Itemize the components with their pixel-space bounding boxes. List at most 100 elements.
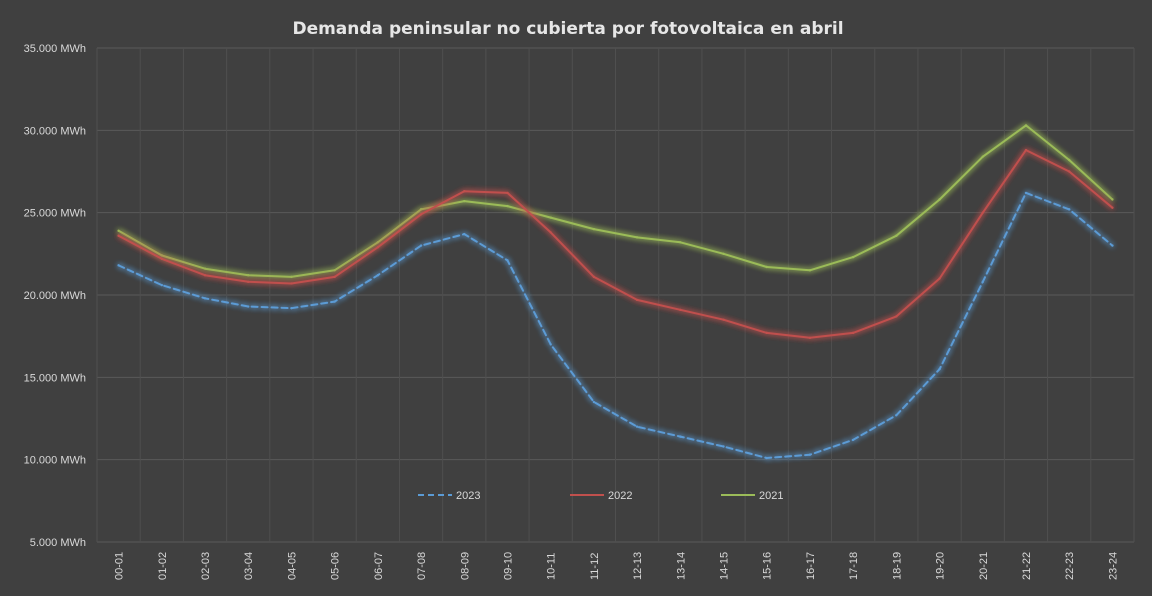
x-tick-label: 23-24 <box>1107 552 1119 580</box>
data-point-2022 <box>1067 170 1071 173</box>
chart-title: Demanda peninsular no cubierta por fotov… <box>292 19 843 39</box>
x-tick-label: 05-06 <box>330 552 342 580</box>
data-point-2023 <box>376 274 380 277</box>
data-point-2023 <box>203 297 207 300</box>
data-point-2021 <box>722 252 725 256</box>
x-tick-label: 03-04 <box>243 552 255 580</box>
data-point-2023 <box>419 244 423 247</box>
x-axis-ticks: 00-01 01-02 02-03 03-04 04-05 05-06 06-07 07-08… <box>114 552 1120 580</box>
x-tick-label: 08-09 <box>459 552 471 580</box>
data-point-2022 <box>549 231 552 234</box>
data-point-2023 <box>722 445 725 448</box>
data-point-2021 <box>635 236 639 239</box>
x-tick-label: 20-21 <box>978 552 990 580</box>
data-point-2022 <box>506 191 509 195</box>
data-point-2021 <box>1024 124 1028 127</box>
data-point-2022 <box>1024 148 1028 152</box>
legend-label-2023: 2023 <box>456 490 480 502</box>
y-tick-label: 35.000 MWh <box>24 43 86 55</box>
data-point-2021 <box>117 229 120 232</box>
data-point-2021 <box>938 198 941 201</box>
x-tick-label: 10-11 <box>546 553 558 580</box>
data-point-2023 <box>160 283 164 287</box>
data-point-2022 <box>895 315 898 318</box>
data-point-2021 <box>808 269 812 272</box>
x-tick-label: 09-10 <box>502 552 514 580</box>
data-point-2023 <box>808 453 812 456</box>
data-point-2023 <box>463 232 466 236</box>
y-tick-label: 20.000 MWh <box>24 290 86 302</box>
data-point-2023 <box>333 300 336 303</box>
data-point-2023 <box>635 425 639 428</box>
data-point-2022 <box>203 274 207 277</box>
x-tick-label: 17-18 <box>848 552 860 580</box>
data-point-2021 <box>592 227 596 231</box>
data-point-2021 <box>851 255 855 259</box>
data-point-2023 <box>679 435 682 438</box>
data-point-2023 <box>117 264 120 267</box>
data-point-2022 <box>981 211 984 214</box>
y-tick-label: 30.000 MWh <box>24 125 86 137</box>
x-tick-label: 13-14 <box>675 552 687 580</box>
data-point-2022 <box>722 318 725 321</box>
data-point-2021 <box>290 275 293 279</box>
data-point-2022 <box>765 331 768 335</box>
data-point-2021 <box>765 265 768 269</box>
data-point-2021 <box>160 254 164 257</box>
data-point-2022 <box>463 190 466 193</box>
x-tick-label: 04-05 <box>286 552 298 580</box>
x-tick-label: 07-08 <box>416 552 428 580</box>
data-point-2023 <box>1024 191 1028 195</box>
data-point-2022 <box>160 257 164 260</box>
x-tick-label: 14-15 <box>719 552 731 580</box>
y-tick-label: 15.000 MWh <box>24 372 86 384</box>
y-tick-label: 25.000 MWh <box>24 208 86 220</box>
data-point-2022 <box>247 280 250 284</box>
data-point-2022 <box>938 277 941 280</box>
data-point-2022 <box>376 246 380 249</box>
data-point-2023 <box>851 438 855 442</box>
data-point-2022 <box>635 298 639 302</box>
data-point-2022 <box>290 282 293 285</box>
data-point-2021 <box>549 216 552 219</box>
data-point-2021 <box>1111 198 1114 201</box>
data-point-2023 <box>549 343 552 346</box>
data-point-2021 <box>419 208 423 211</box>
gridlines <box>96 47 1135 543</box>
data-point-2022 <box>592 275 596 279</box>
data-point-2022 <box>808 336 812 340</box>
y-tick-label: 10.000 MWh <box>24 455 86 467</box>
x-tick-label: 11-12 <box>589 553 601 580</box>
series-line-2022 <box>117 149 1114 339</box>
legend-label-2022: 2022 <box>608 490 632 502</box>
data-point-2022 <box>1111 206 1114 209</box>
data-point-2021 <box>1067 158 1071 162</box>
data-point-2022 <box>851 331 855 335</box>
data-point-2023 <box>895 414 898 417</box>
data-point-2023 <box>1067 208 1071 211</box>
data-point-2022 <box>333 275 336 279</box>
data-point-2023 <box>247 305 250 308</box>
data-point-2021 <box>247 274 250 277</box>
data-point-2021 <box>333 269 336 272</box>
data-point-2023 <box>290 306 293 310</box>
data-point-2023 <box>506 259 509 262</box>
x-tick-label: 21-22 <box>1021 552 1033 580</box>
x-tick-label: 02-03 <box>200 552 212 580</box>
data-point-2023 <box>1111 244 1114 247</box>
data-point-2021 <box>506 204 509 208</box>
legend-label-2021: 2021 <box>759 490 783 502</box>
x-tick-label: 22-23 <box>1064 552 1076 580</box>
x-tick-label: 01-02 <box>157 552 169 580</box>
series-line-2021 <box>117 124 1114 278</box>
data-point-2023 <box>981 280 984 284</box>
data-point-2021 <box>981 155 984 158</box>
data-point-2022 <box>117 234 120 237</box>
data-point-2022 <box>679 308 682 312</box>
series-lines <box>117 124 1114 460</box>
data-point-2022 <box>419 213 423 216</box>
data-point-2023 <box>938 367 941 371</box>
x-tick-label: 19-20 <box>935 552 947 580</box>
